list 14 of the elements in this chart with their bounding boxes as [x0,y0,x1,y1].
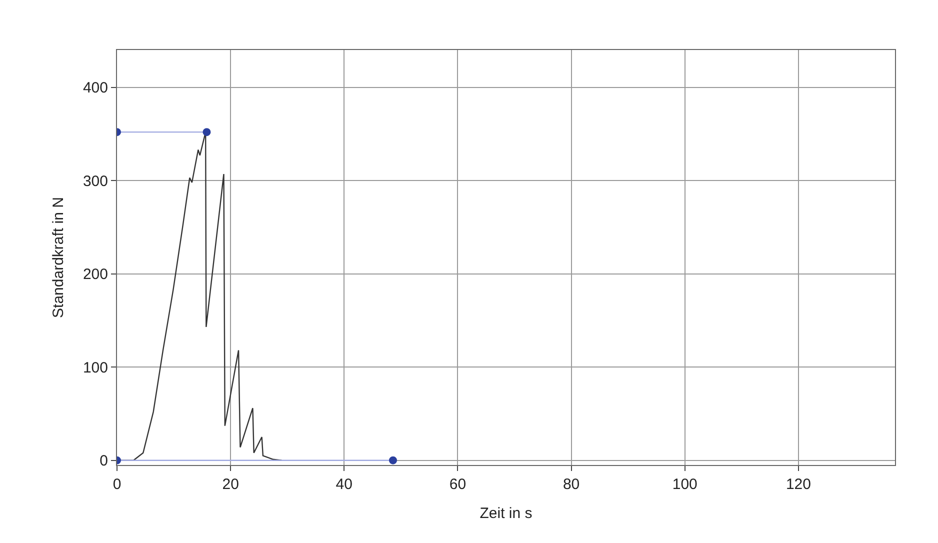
x-tick-label: 80 [562,476,580,493]
y-tick-label: 200 [82,266,108,284]
x-tick-label: 0 [112,476,122,493]
y-tick-label: 100 [82,359,108,376]
y-tick-label: 0 [100,452,108,470]
x-tick-label: 100 [672,476,698,493]
x-tick-label: 20 [222,476,239,493]
x-tick-label: 60 [449,476,466,493]
y-tick-label: 300 [82,172,108,190]
x-tick-label: 120 [786,476,811,493]
y-axis-title: Standardkraft in N [50,197,68,318]
y-tick-label: 400 [82,80,108,97]
x-tick-label: 40 [336,476,352,493]
x-axis-title: Zeit in s [480,505,532,522]
